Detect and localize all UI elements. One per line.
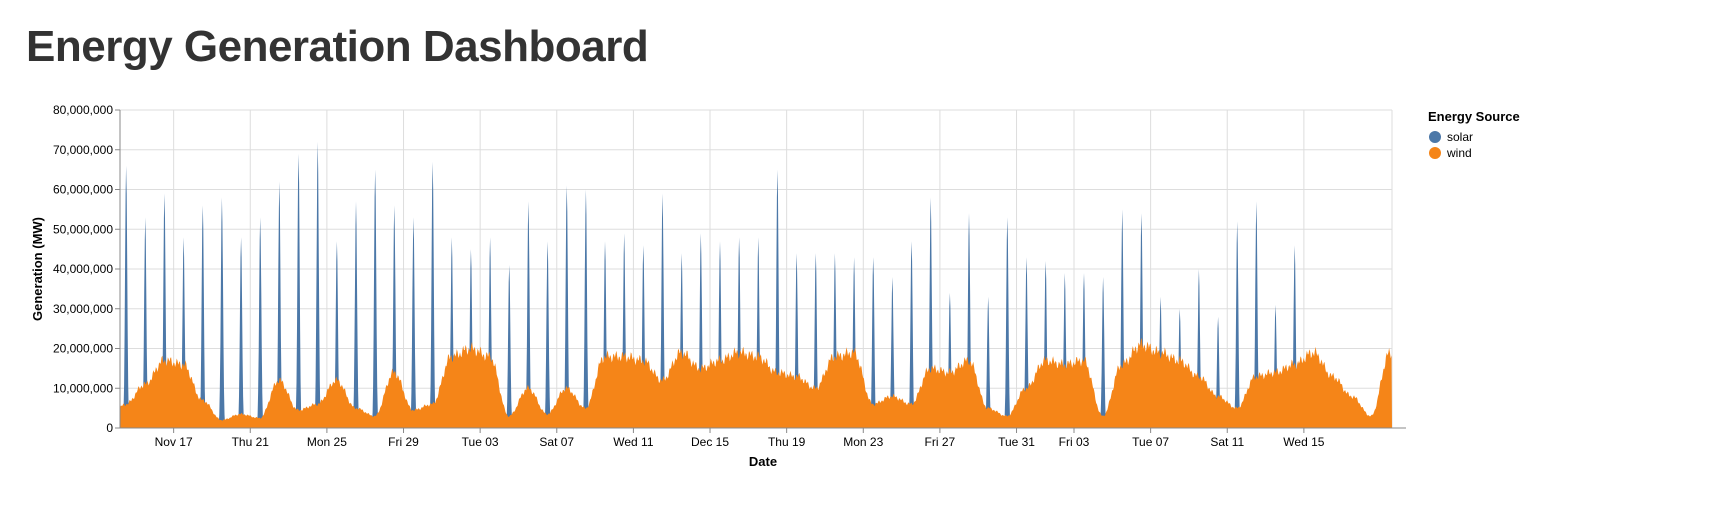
x-tick-label: Tue 07 [1132, 435, 1169, 449]
x-tick-label: Wed 11 [613, 435, 654, 449]
x-axis-title: Date [749, 454, 777, 469]
x-tick-label: Fri 27 [925, 435, 956, 449]
legend-title: Energy Source [1428, 109, 1520, 124]
y-tick-label: 20,000,000 [53, 342, 113, 356]
x-tick-label: Fri 03 [1059, 435, 1090, 449]
legend-label-wind: wind [1446, 146, 1472, 160]
x-tick-label: Wed 15 [1283, 435, 1324, 449]
x-tick-label: Fri 29 [388, 435, 419, 449]
x-tick-label: Thu 19 [768, 435, 806, 449]
x-tick-label: Sat 07 [539, 435, 574, 449]
series-areas [120, 141, 1392, 429]
x-tick-label: Sat 11 [1210, 435, 1244, 449]
y-tick-label: 10,000,000 [53, 381, 113, 395]
axes: 0 10,000,000 20,000,000 30,000,000 40,000,00… [53, 103, 1406, 449]
y-tick-label: 60,000,000 [53, 183, 113, 197]
y-tick-label: 30,000,000 [53, 302, 113, 316]
x-tick-label: Thu 21 [232, 435, 270, 449]
series-area-solar [120, 141, 1392, 429]
x-tick-label: Mon 23 [843, 435, 883, 449]
x-tick-label: Nov 17 [155, 435, 193, 449]
y-tick-label: 0 [106, 421, 113, 435]
legend-swatch-solar [1429, 131, 1441, 143]
y-axis-title: Generation (MW) [30, 217, 45, 321]
y-tick-label: 70,000,000 [53, 143, 113, 157]
x-tick-label: Tue 31 [998, 435, 1035, 449]
dashboard-title: Energy Generation Dashboard [26, 22, 649, 71]
legend-label-solar: solar [1447, 130, 1473, 144]
y-tick-label: 50,000,000 [53, 222, 113, 236]
y-tick-label: 80,000,000 [53, 103, 113, 117]
y-tick-label: 40,000,000 [53, 262, 113, 276]
x-tick-label: Dec 15 [691, 435, 729, 449]
legend-swatch-wind [1429, 147, 1441, 159]
x-tick-label: Mon 25 [307, 435, 347, 449]
series-area-wind [120, 338, 1392, 428]
legend: Energy Source solar wind [1428, 109, 1520, 160]
x-tick-label: Tue 03 [462, 435, 499, 449]
